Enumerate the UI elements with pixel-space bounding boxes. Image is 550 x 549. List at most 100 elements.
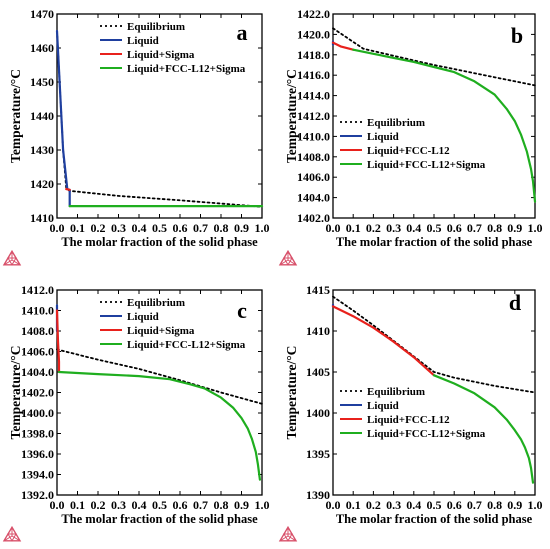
chart-panel-b: 0.0 0.1 0.2 0.3 0.4 0.5 0.6 0.7 0.8 0.9 1.0 1402.0 1… xyxy=(284,7,543,249)
y-tick-label: 1400 xyxy=(306,406,330,420)
legend: Equilibrium Liquid Liquid+FCC-L12 Liquid+FC… xyxy=(340,386,486,440)
y-tick-label: 1408.0 xyxy=(297,150,330,164)
legend: Equilibrium Liquid Liquid+Sigma Liquid+FCC-… xyxy=(100,21,246,75)
y-axis-label: Temperature/°C xyxy=(284,69,299,163)
legend: Equilibrium Liquid Liquid+FCC-L12 Liquid+FC… xyxy=(340,117,486,171)
y-tick-label: 1396.0 xyxy=(21,447,54,461)
series-liquid-fcc-l12-sigma xyxy=(352,48,537,203)
x-tick-label: 0.8 xyxy=(214,221,229,235)
x-tick-label: 0.6 xyxy=(173,221,188,235)
x-tick-label: 0.1 xyxy=(346,498,361,512)
x-tick-label: 0.0 xyxy=(50,498,65,512)
y-tick-label: 1398.0 xyxy=(21,427,54,441)
x-tick-label: 0.4 xyxy=(132,498,147,512)
y-axis-label: Temperature/°C xyxy=(8,346,23,440)
y-tick-label: 1408.0 xyxy=(21,324,54,338)
logo-line xyxy=(11,535,21,542)
x-tick-label: 0.5 xyxy=(152,221,167,235)
legend-entry: Liquid xyxy=(367,131,399,143)
y-tick-label: 1412.0 xyxy=(21,283,54,297)
panel-label: a xyxy=(237,20,248,45)
legend-entry: Liquid+FCC-L12+Sigma xyxy=(127,63,246,75)
logo-line xyxy=(287,259,297,266)
legend-entry: Liquid+Sigma xyxy=(127,49,195,61)
logo-inner-triangle xyxy=(7,257,17,266)
thermo-calc-triangle-icon xyxy=(2,525,22,542)
chart-panel-c: 0.0 0.1 0.2 0.3 0.4 0.5 0.6 0.7 0.8 0.9 1.0 1392.0 1… xyxy=(8,283,270,526)
y-tick-label: 1406.0 xyxy=(21,345,54,359)
x-tick-label: 0.5 xyxy=(152,498,167,512)
panel-label: b xyxy=(511,23,523,48)
y-tick-label: 1400.0 xyxy=(21,406,54,420)
x-tick-label: 0.3 xyxy=(386,221,401,235)
x-tick-label: 0.8 xyxy=(487,221,502,235)
x-tick-label: 0.3 xyxy=(111,498,126,512)
x-tick-label: 1.0 xyxy=(255,221,270,235)
x-tick-label: 0.4 xyxy=(406,498,421,512)
y-tick-label: 1402.0 xyxy=(21,386,54,400)
logo-line xyxy=(11,259,21,266)
legend-entry: Liquid+FCC-L12+Sigma xyxy=(127,339,246,351)
y-tick-label: 1410.0 xyxy=(297,129,330,143)
y-tick-label: 1390 xyxy=(306,488,330,502)
x-tick-label: 0.2 xyxy=(91,498,106,512)
x-tick-label: 0.7 xyxy=(193,498,208,512)
x-axis-label: The molar fraction of the solid phase xyxy=(61,512,258,526)
x-tick-label: 0.5 xyxy=(427,498,442,512)
series-liquid-sigma xyxy=(65,188,71,191)
legend-entry: Equilibrium xyxy=(367,117,425,129)
x-tick-label: 1.0 xyxy=(528,498,543,512)
logo-line xyxy=(279,259,289,266)
x-tick-label: 0.4 xyxy=(406,221,421,235)
logo-line xyxy=(3,535,13,542)
y-tick-label: 1402.0 xyxy=(297,211,330,225)
x-tick-label: 0.3 xyxy=(111,221,126,235)
x-axis-label: The molar fraction of the solid phase xyxy=(61,235,258,249)
logo-inner-triangle xyxy=(283,257,293,266)
y-tick-label: 1415 xyxy=(306,283,330,297)
series-equilibrium xyxy=(332,295,536,394)
x-tick-label: 0.9 xyxy=(507,221,522,235)
x-tick-label: 0.7 xyxy=(467,498,482,512)
y-tick-label: 1420.0 xyxy=(297,27,330,41)
y-tick-label: 1410 xyxy=(306,324,330,338)
y-tick-label: 1404.0 xyxy=(21,365,54,379)
legend-entry: Equilibrium xyxy=(127,21,185,33)
y-axis-label: Temperature/°C xyxy=(284,346,299,440)
x-tick-label: 0.2 xyxy=(91,221,106,235)
y-tick-label: 1440 xyxy=(30,109,54,123)
y-tick-label: 1416.0 xyxy=(297,68,330,82)
x-tick-label: 0.5 xyxy=(427,221,442,235)
x-tick-label: 0.0 xyxy=(326,498,341,512)
y-tick-label: 1410 xyxy=(30,211,54,225)
thermo-calc-triangle-icon xyxy=(278,525,298,542)
chart-panel-a: 0.0 0.1 0.2 0.3 0.4 0.5 0.6 0.7 0.8 0.9 1.0 1410 142… xyxy=(8,7,270,249)
x-tick-label: 0.1 xyxy=(70,221,85,235)
x-tick-label: 1.0 xyxy=(255,498,270,512)
series-equilibrium xyxy=(56,348,263,405)
y-tick-label: 1395 xyxy=(306,447,330,461)
series-liquid-fcc-l12 xyxy=(331,41,355,51)
y-tick-label: 1406.0 xyxy=(297,170,330,184)
legend-entry: Liquid+FCC-L12+Sigma xyxy=(367,428,486,440)
panel-label: d xyxy=(509,290,521,315)
legend-entry: Liquid xyxy=(127,35,159,47)
x-tick-label: 0.9 xyxy=(234,221,249,235)
x-tick-label: 0.6 xyxy=(173,498,188,512)
x-tick-label: 0.9 xyxy=(234,498,249,512)
x-tick-label: 0.1 xyxy=(346,221,361,235)
x-tick-label: 0.6 xyxy=(447,498,462,512)
legend-entry: Liquid xyxy=(127,311,159,323)
logo-line xyxy=(287,535,297,542)
x-tick-label: 0.2 xyxy=(366,221,381,235)
legend-entry: Liquid+FCC-L12 xyxy=(367,414,450,426)
y-tick-label: 1412.0 xyxy=(297,109,330,123)
legend-entry: Liquid+FCC-L12+Sigma xyxy=(367,159,486,171)
thermo-calc-triangle-icon xyxy=(2,249,22,266)
logo-inner-triangle xyxy=(283,533,293,542)
y-tick-label: 1430 xyxy=(30,143,54,157)
legend-entry: Liquid+Sigma xyxy=(127,325,195,337)
legend-entry: Liquid+FCC-L12 xyxy=(367,145,450,157)
